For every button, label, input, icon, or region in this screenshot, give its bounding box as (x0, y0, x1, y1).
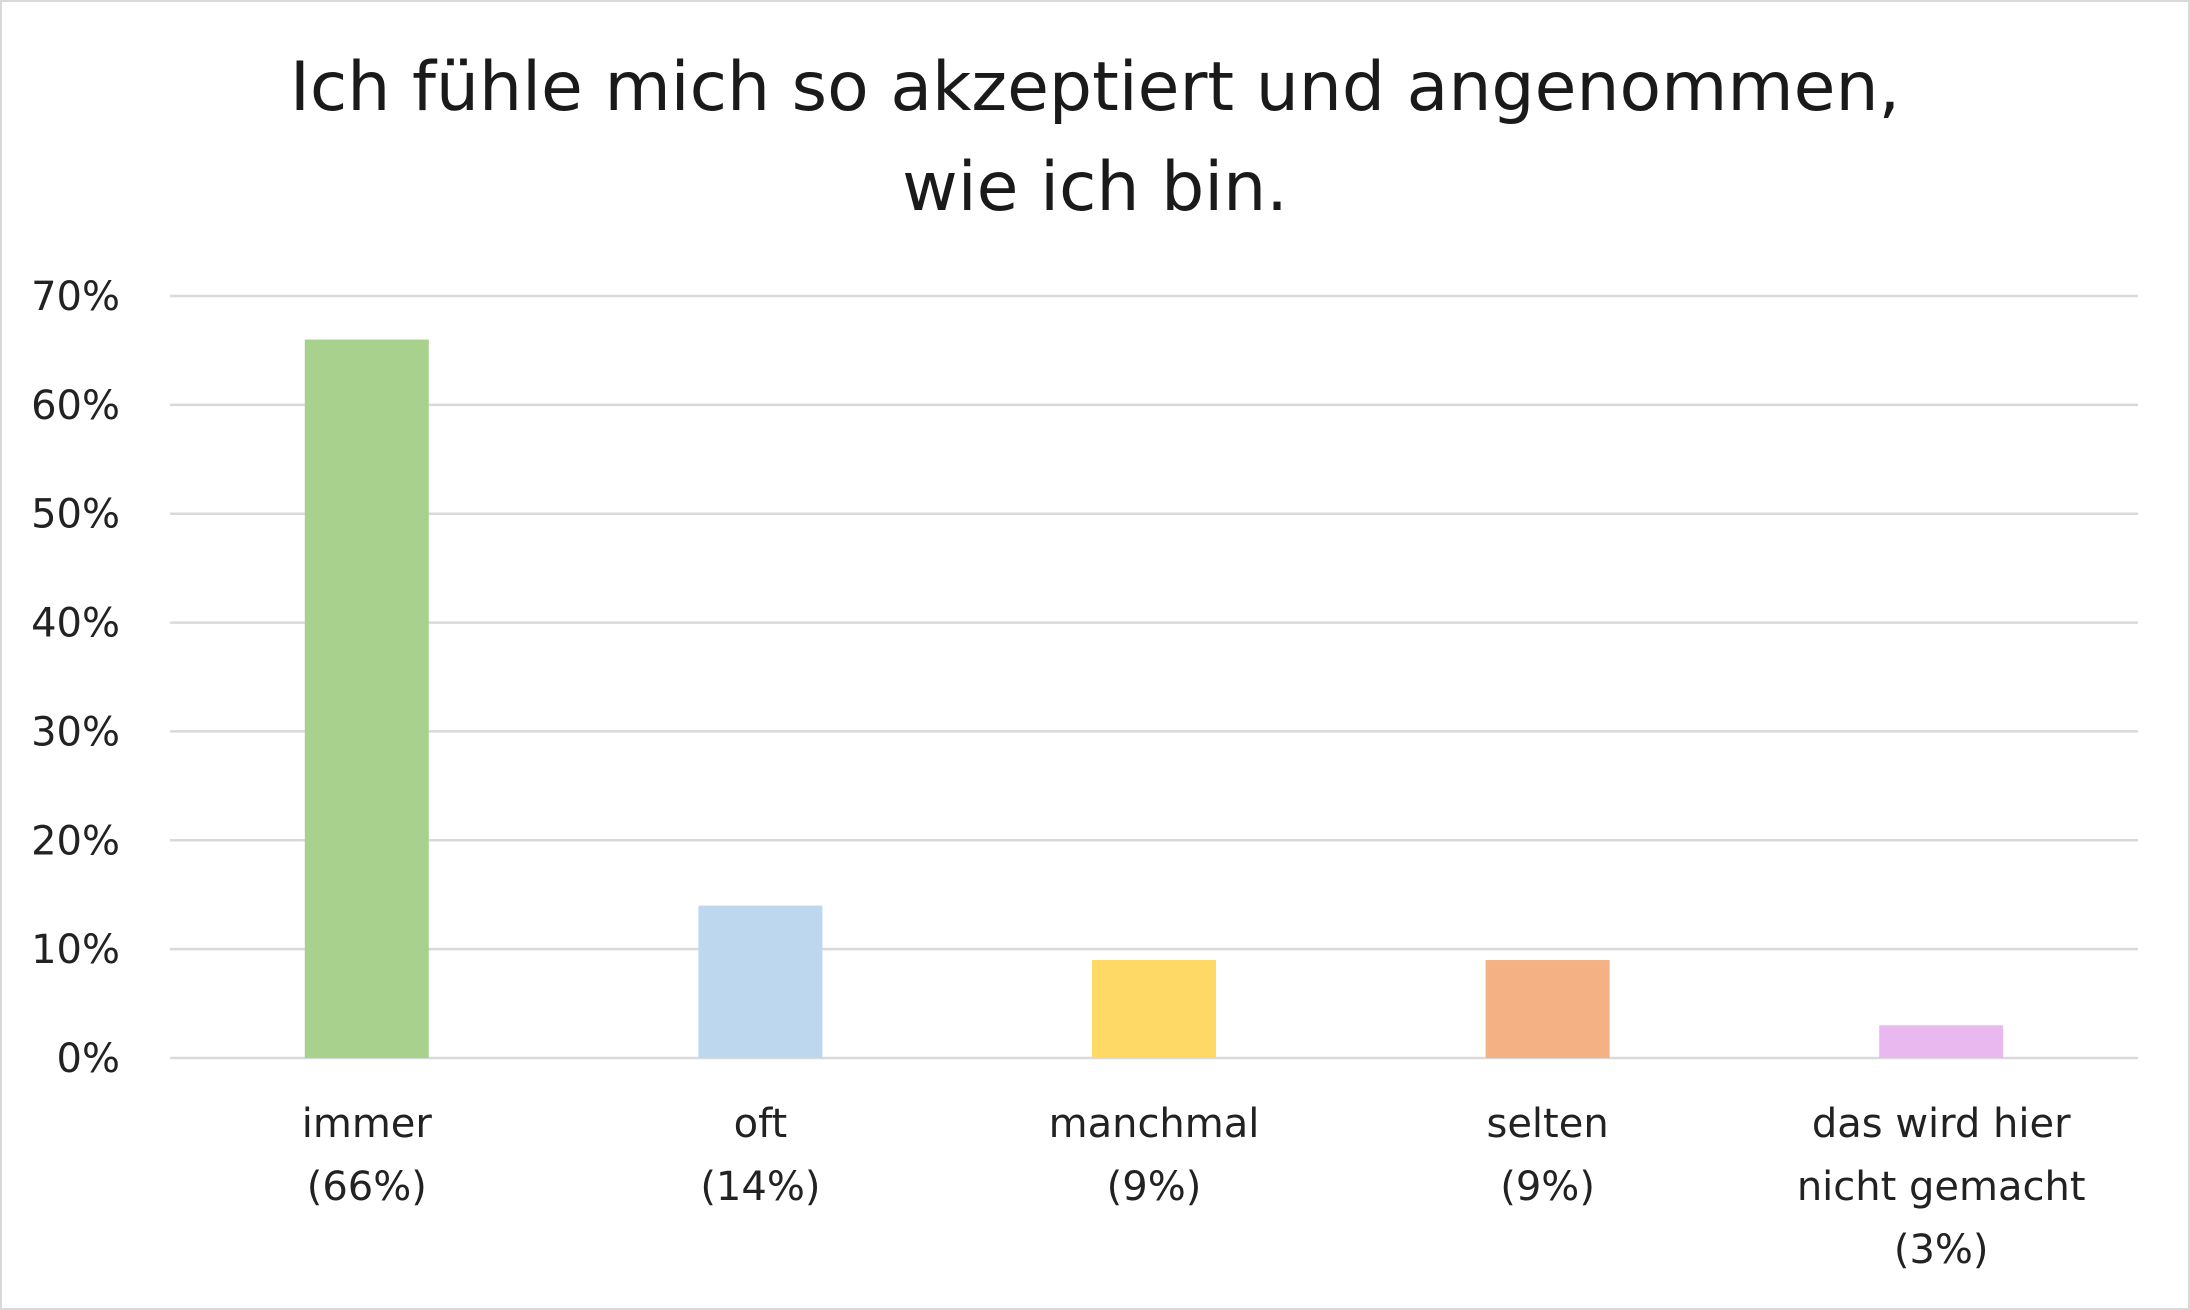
bar-1 (698, 905, 823, 1058)
category-label: (3%) (1894, 1227, 1989, 1273)
bar-4 (1879, 1025, 2004, 1058)
category-label: das wird hier (1812, 1101, 2071, 1147)
bar-3 (1485, 960, 1610, 1058)
category-label: immer (302, 1101, 433, 1147)
category-label: manchmal (1049, 1101, 1260, 1147)
y-tick-label: 10% (31, 927, 120, 973)
chart-title: Ich fühle mich so akzeptiert und angenom… (0, 38, 2190, 238)
chart-title-line-1: Ich fühle mich so akzeptiert und angenom… (289, 48, 1901, 127)
category-label: (14%) (700, 1164, 820, 1210)
bar-2 (1092, 960, 1216, 1058)
y-tick-label: 0% (57, 1036, 120, 1082)
category-label: nicht gemacht (1797, 1164, 2086, 1210)
y-tick-label: 50% (31, 492, 120, 538)
category-label: (66%) (307, 1164, 427, 1210)
category-label: (9%) (1107, 1164, 1202, 1210)
bar-0 (304, 339, 429, 1058)
category-label: oft (734, 1101, 788, 1147)
y-tick-label: 40% (31, 601, 120, 647)
y-tick-label: 60% (31, 383, 120, 429)
chart-title-line-2: wie ich bin. (902, 148, 1288, 227)
y-tick-label: 20% (31, 818, 120, 864)
y-tick-label: 30% (31, 709, 120, 755)
category-label: (9%) (1500, 1164, 1595, 1210)
category-label: selten (1486, 1101, 1608, 1147)
y-tick-label: 70% (31, 274, 120, 320)
